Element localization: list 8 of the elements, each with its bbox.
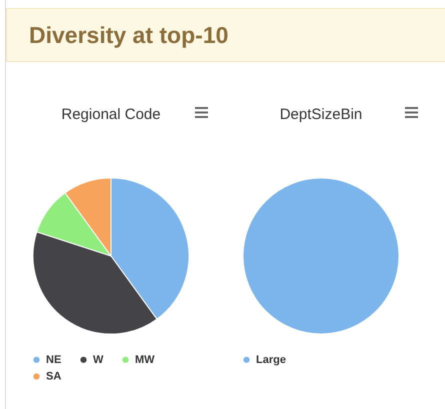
chart-title: Regional Code bbox=[61, 106, 161, 122]
legend-label: SA bbox=[46, 370, 62, 382]
text: Diversity at top-10 bbox=[6, 8, 445, 62]
legend-label: W bbox=[93, 354, 104, 366]
legend-label: Large bbox=[256, 354, 286, 366]
legend-label: MW bbox=[135, 354, 156, 366]
legend-label: NE bbox=[46, 354, 62, 366]
chart-title: DeptSizeBin bbox=[280, 106, 362, 122]
